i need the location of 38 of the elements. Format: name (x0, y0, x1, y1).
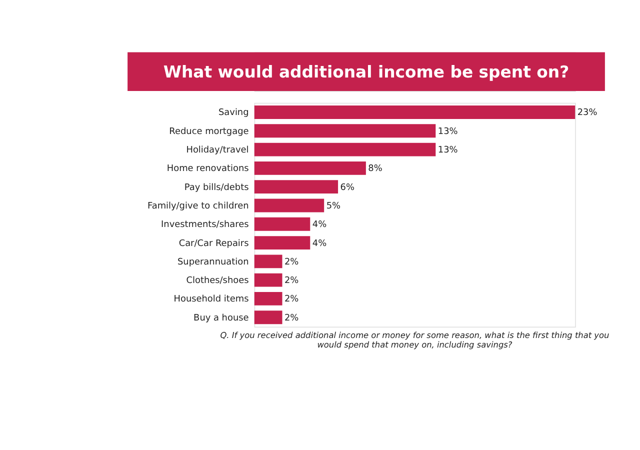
data-label: 13% (438, 126, 458, 137)
y-tick-label: Clothes/shoes (186, 276, 250, 286)
bar (254, 198, 324, 212)
data-label: 13% (438, 146, 458, 156)
y-tick-label: Holiday/travel (186, 146, 249, 156)
bar (254, 124, 436, 138)
bar (254, 273, 282, 287)
y-tick-label: Household items (174, 294, 250, 305)
y-tick-label: Saving (218, 108, 249, 118)
bar (254, 161, 366, 175)
data-label: 4% (312, 220, 327, 230)
bar (254, 180, 338, 194)
data-label: 2% (284, 257, 299, 268)
bar (254, 310, 282, 324)
data-label: 2% (284, 276, 299, 286)
y-tick-label: Home renovations (166, 164, 250, 174)
data-label: 23% (577, 108, 598, 118)
data-label: 5% (326, 201, 341, 212)
data-label: 4% (312, 238, 327, 249)
bar (254, 292, 282, 306)
bar (254, 254, 282, 268)
data-label: 2% (284, 294, 299, 305)
text: Q. If you received additional income or money for some reason, what is the first thing that you would spend that money on, including savings? (220, 330, 610, 350)
y-tick-label: Pay bills/debts (184, 182, 250, 193)
y-tick-label: Car/Car Repairs (178, 238, 250, 249)
data-label: 8% (368, 164, 382, 174)
y-tick-label: Buy a house (194, 313, 250, 324)
chart-title: What would additional income be spent on? (163, 62, 570, 82)
data-label: 2% (284, 313, 299, 324)
y-tick-label: Superannuation (178, 257, 249, 268)
bar (254, 236, 310, 250)
bar (254, 106, 576, 119)
bar (254, 142, 436, 156)
data-label: 6% (340, 182, 354, 193)
bar (254, 217, 310, 231)
y-tick-label: Investments/shares (161, 220, 250, 230)
y-tick-label: Family/give to children (148, 201, 249, 212)
y-tick-label: Reduce mortgage (169, 126, 250, 137)
